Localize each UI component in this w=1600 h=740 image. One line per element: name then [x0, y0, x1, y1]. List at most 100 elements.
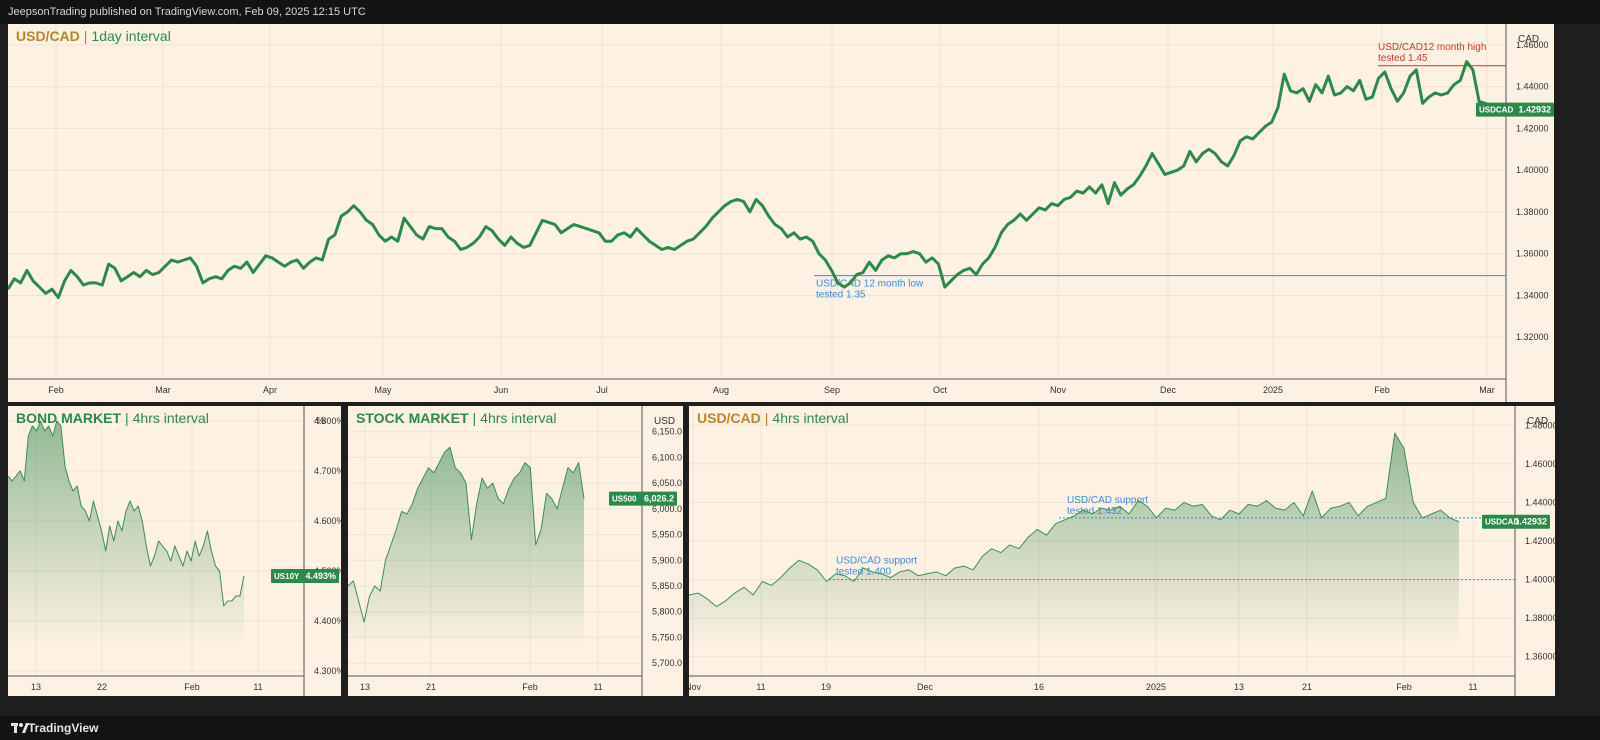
usdcad4h-ytick-label: 1.40000	[1525, 575, 1555, 585]
main-chart-panel[interactable]: 1.32000 1.34000 1.36000 1.38000 1.40000 1.420…	[8, 24, 1554, 402]
main-ytick-label: 1.36000	[1516, 249, 1549, 259]
stock-ytick-label: 5,950.0	[652, 530, 682, 540]
footer-brand: TradingView	[28, 721, 99, 735]
bond-title-separator: |	[125, 410, 129, 426]
usdcad4h-ytick-label: 1.42000	[1525, 536, 1555, 546]
support2-annotation-text: tested 1.432	[1067, 506, 1122, 517]
main-xtick-label: Feb	[48, 385, 64, 395]
high-annotation-text: USD/CAD12 month high	[1378, 42, 1486, 53]
main-ytick-label: 1.38000	[1516, 207, 1549, 217]
main-chart-title: USD/CAD | 1day interval	[16, 28, 171, 44]
bond-series-line	[8, 420, 245, 607]
main-last-symbol-label: USDCAD	[1479, 106, 1513, 115]
main-ytick-label: 1.44000	[1516, 82, 1549, 92]
stock-series-line	[348, 446, 585, 623]
bond-area-fill	[8, 421, 244, 646]
stock-ytick-label: 5,900.0	[652, 555, 682, 565]
stock-chart-panel[interactable]: 5,700.0 5,750.0 5,800.0 5,850.0 5,900.0 5,950…	[348, 406, 683, 696]
bond-xtick-label: 22	[97, 682, 107, 692]
footer-bar: TradingView	[0, 716, 1600, 740]
stock-ytick-label: 6,100.0	[652, 452, 682, 462]
support2-annotation-text: USD/CAD support	[1067, 495, 1148, 506]
stock-title-separator: |	[472, 410, 477, 426]
high-annotation-text: tested 1.45	[1378, 53, 1428, 64]
usdcad4h-last-symbol-label: USDCAD	[1485, 518, 1519, 527]
main-xtick-label: 2025	[1263, 385, 1283, 395]
usdcad4h-last-value-badge	[1482, 514, 1550, 529]
bond-title-symbol: BOND MARKET	[16, 410, 121, 426]
usdcad4h-ytick-label: 1.36000	[1525, 652, 1555, 662]
main-ytick-label: 1.34000	[1516, 290, 1549, 300]
tradingview-logo-icon	[11, 723, 29, 733]
main-xtick-label: Mar	[1479, 385, 1495, 395]
stock-xtick-label: Feb	[522, 682, 538, 692]
bond-ytick-label: 4.400%	[314, 616, 341, 626]
bond-last-value-badge	[271, 569, 339, 583]
support1-annotation-text: USD/CAD support	[836, 556, 917, 567]
usdcad4h-title-symbol: USD/CAD	[697, 410, 761, 426]
usdcad4h-chart-title: USD/CAD | 4hrs interval	[697, 410, 849, 426]
main-ytick-label: 1.46000	[1516, 40, 1549, 50]
usdcad4h-last-value-label: 1.42932	[1514, 517, 1547, 527]
usdcad4h-xtick-label: 2025	[1146, 682, 1166, 692]
main-xtick-label: Sep	[824, 385, 840, 395]
main-currency-label: CAD	[1518, 34, 1539, 45]
usdcad4h-ytick-label: 1.46000	[1525, 459, 1555, 469]
main-chart-svg: 1.32000 1.34000 1.36000 1.38000 1.40000 1.420…	[8, 24, 1554, 402]
usdcad4h-area-fill	[689, 433, 1459, 646]
usdcad4h-title-interval: 4hrs interval	[772, 410, 849, 426]
bond-ytick-label: 4.700%	[314, 466, 341, 476]
stock-title-symbol: STOCK MARKET	[356, 410, 469, 426]
low-annotation-text: tested 1.35	[816, 290, 866, 301]
main-ytick-label: 1.32000	[1516, 332, 1549, 342]
main-ytick-label: 1.40000	[1516, 165, 1549, 175]
main-xtick-label: Jun	[494, 385, 509, 395]
usdcad4h-xtick-label: 21	[1302, 682, 1312, 692]
main-last-value-label: 1.42932	[1518, 105, 1551, 115]
main-xtick-label: Oct	[933, 385, 948, 395]
bond-ytick-label: 4.600%	[314, 516, 341, 526]
main-title-symbol: USD/CAD	[16, 28, 80, 44]
stock-ytick-label: 6,050.0	[652, 478, 682, 488]
main-xtick-label: Dec	[1160, 385, 1177, 395]
main-xtick-label: Aug	[713, 385, 729, 395]
bond-xtick-label: 13	[31, 682, 41, 692]
main-xtick-label: Nov	[1050, 385, 1067, 395]
stock-chart-title: STOCK MARKET | 4hrs interval	[356, 410, 556, 426]
main-ytick-label: 1.42000	[1516, 123, 1549, 133]
usdcad4h-xtick-label: Feb	[1396, 682, 1412, 692]
usdcad4h-xtick-label: Dec	[917, 682, 934, 692]
usdcad4h-xtick-label: 19	[821, 682, 831, 692]
main-series-line	[8, 60, 1499, 300]
bond-chart-svg: 4.300%4.400%4.500%4.600%4.700%4.800%1322…	[8, 406, 341, 696]
main-xtick-label: Apr	[263, 385, 277, 395]
publisher-header: JeepsonTrading published on TradingView.…	[0, 0, 1600, 24]
stock-ytick-label: 5,800.0	[652, 607, 682, 617]
usdcad4h-series-line	[689, 432, 1460, 608]
stock-ytick-label: 6,000.0	[652, 504, 682, 514]
stock-area-fill	[348, 447, 584, 646]
stock-xtick-label: 21	[426, 682, 436, 692]
usdcad4h-title-separator: |	[764, 410, 769, 426]
bond-xtick-label: 11	[253, 682, 262, 692]
usdcad4h-xtick-label: 13	[1234, 682, 1244, 692]
stock-last-value-label: 6,026.2	[644, 494, 674, 504]
main-last-value-badge	[1476, 102, 1554, 117]
bond-ytick-label: 4.800%	[314, 416, 341, 426]
usdcad-4h-chart-panel[interactable]: 1.36000 1.38000 1.40000 1.42000 1.44000 1.460…	[689, 406, 1555, 696]
usdcad4h-currency-label: CAD	[1527, 416, 1548, 427]
stock-xtick-label: 13	[360, 682, 370, 692]
stock-last-value-badge	[609, 491, 677, 506]
usdcad4h-ytick-label: 1.44000	[1525, 497, 1555, 507]
main-xtick-label: Feb	[1374, 385, 1390, 395]
bond-chart-panel[interactable]: 4.300%4.400%4.500%4.600%4.700%4.800%1322…	[8, 406, 341, 696]
low-annotation-text: USD/CAD 12 month low	[816, 279, 924, 290]
stock-title-interval: 4hrs interval	[480, 410, 557, 426]
stock-ytick-label: 6,150.0	[652, 427, 682, 437]
bond-xtick-label: Feb	[184, 682, 200, 692]
stock-xtick-label: 11	[593, 682, 602, 692]
bond-last-symbol-label: US10Y	[274, 572, 300, 581]
usdcad4h-chart-svg: 1.36000 1.38000 1.40000 1.42000 1.44000 1.460…	[689, 406, 1555, 696]
bond-currency-label: %	[316, 416, 325, 427]
bond-title-interval: 4hrs interval	[132, 410, 209, 426]
